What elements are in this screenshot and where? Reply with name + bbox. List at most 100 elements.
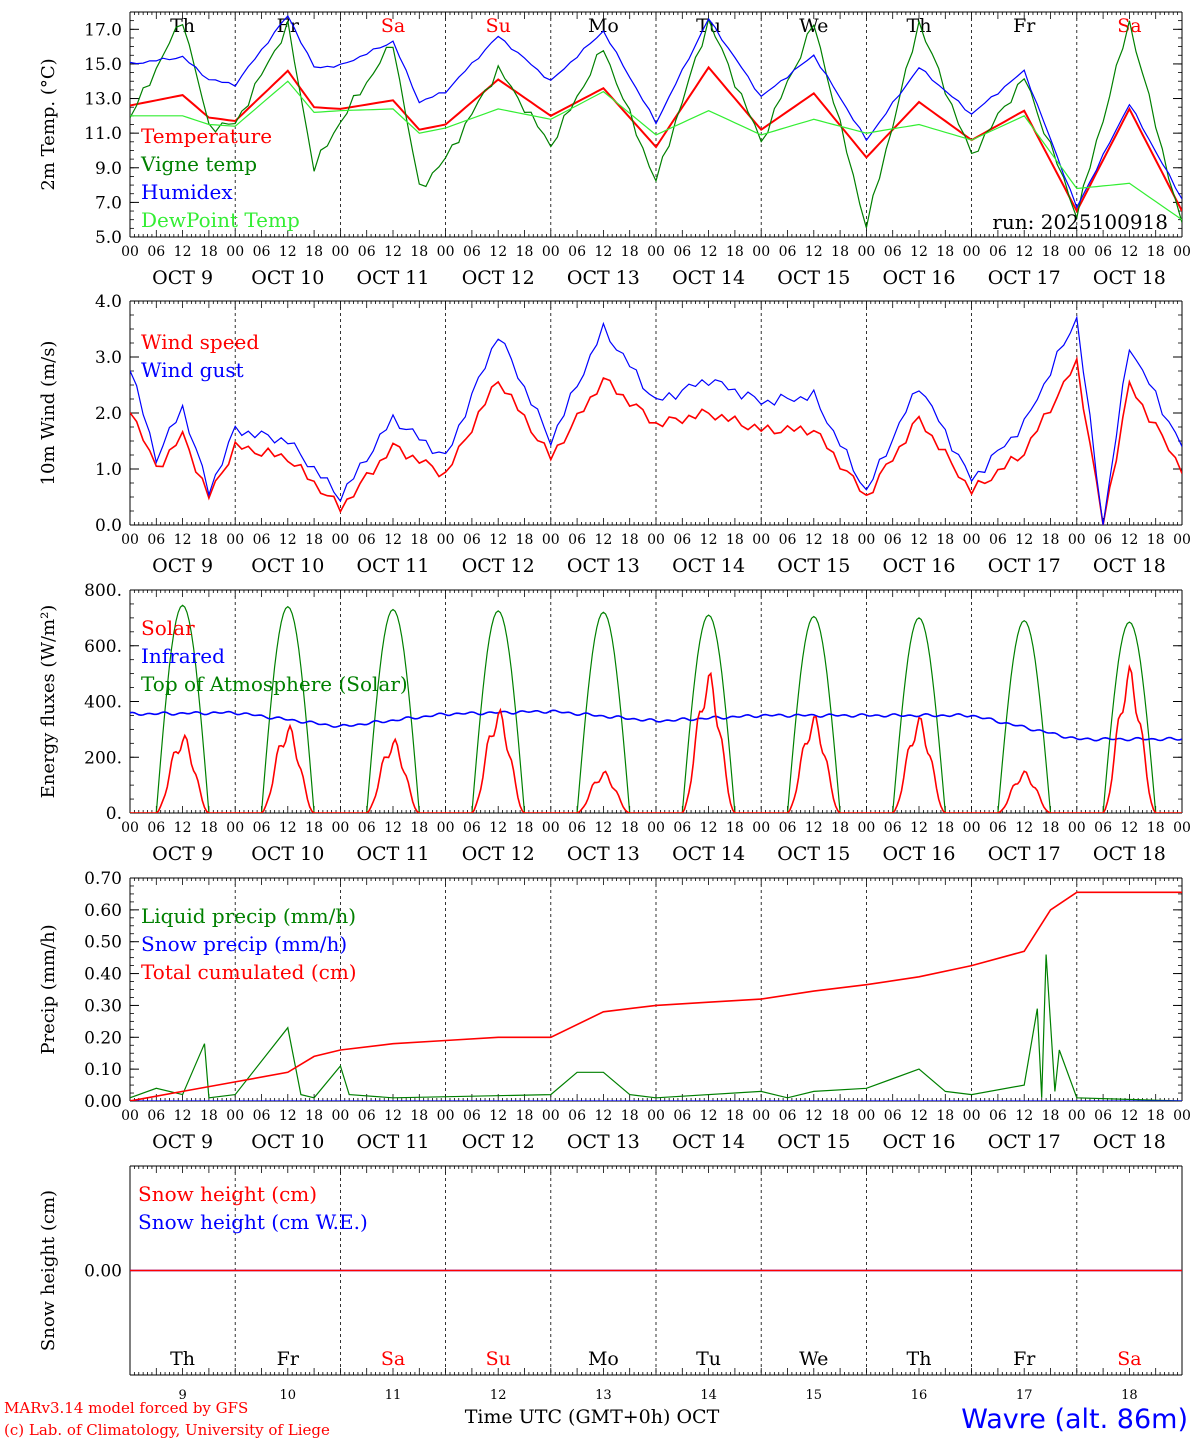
hour-tick-label: 12	[910, 532, 928, 548]
day-number-label: 17	[1016, 1388, 1033, 1403]
y-tick-label: 0.0	[95, 516, 122, 536]
hour-tick-label: 18	[936, 244, 954, 260]
day-number-label: 13	[595, 1388, 612, 1403]
y-tick-label: 17.0	[84, 20, 122, 40]
y-axis-label: Precip (mm/h)	[38, 924, 59, 1054]
y-tick-label: 13.0	[84, 90, 122, 110]
series-line-infrared	[130, 709, 1182, 742]
hour-tick-label: 12	[384, 244, 402, 260]
hour-tick-label: 06	[1094, 244, 1112, 260]
hour-tick-label: 12	[1120, 1108, 1138, 1124]
hour-tick-label: 18	[621, 244, 639, 260]
hour-tick-label: 00	[226, 244, 244, 260]
y-tick-label: 400.	[84, 693, 122, 713]
hour-tick-label: 06	[884, 532, 902, 548]
hour-tick-label: 18	[726, 532, 744, 548]
station-title: Wavre (alt. 86m)	[961, 1404, 1188, 1435]
hour-tick-label: 18	[1042, 244, 1060, 260]
panel-temp: 5.0 7.0 9.0 11.0 13.0 15.0 17.0 2m Temp. (°C) 00…	[38, 11, 1191, 289]
hour-tick-label: 00	[121, 820, 139, 836]
hour-tick-label: 18	[1147, 820, 1165, 836]
hour-tick-label: 00	[963, 820, 981, 836]
hour-tick-label: 06	[253, 1108, 271, 1124]
y-tick-label: 4.0	[95, 292, 122, 312]
series-group	[130, 604, 1182, 813]
hour-tick-label: 18	[516, 244, 534, 260]
hour-tick-label: 18	[1147, 1108, 1165, 1124]
hour-tick-label: 06	[884, 1108, 902, 1124]
date-label: OCT 17	[988, 555, 1061, 577]
date-label: OCT 12	[462, 555, 535, 577]
y-tick-label: 9.0	[95, 159, 122, 179]
series-line-temperature	[130, 65, 1182, 214]
hour-tick-label: 18	[516, 1108, 534, 1124]
hour-tick-label: 18	[516, 820, 534, 836]
date-label: OCT 9	[152, 843, 213, 865]
legend-entry: Wind speed	[141, 330, 259, 354]
date-label: OCT 11	[356, 555, 429, 577]
legend-entry: DewPoint Temp	[141, 208, 300, 232]
hour-tick-label: 00	[1173, 532, 1191, 548]
run-label: run: 2025100918	[992, 210, 1168, 234]
hour-tick-label: 00	[647, 820, 665, 836]
hour-tick-label: 00	[437, 244, 455, 260]
date-label: OCT 10	[251, 555, 324, 577]
hour-tick-label: 12	[279, 820, 297, 836]
legend-entry: Snow precip (mm/h)	[141, 932, 347, 956]
hour-tick-label: 00	[963, 1108, 981, 1124]
hour-tick-label: 12	[910, 820, 928, 836]
date-label: OCT 12	[462, 843, 535, 865]
weekday-label: Sa	[381, 1348, 405, 1370]
date-label: OCT 10	[251, 267, 324, 289]
hour-tick-label: 00	[752, 532, 770, 548]
day-number-label: 10	[280, 1388, 297, 1403]
hour-tick-label: 06	[358, 820, 376, 836]
hour-tick-label: 12	[805, 820, 823, 836]
weekday-label: Mo	[588, 1348, 619, 1370]
legend-entry: Temperature	[141, 124, 272, 148]
hour-tick-label: 06	[989, 532, 1007, 548]
hour-tick-label: 00	[331, 244, 349, 260]
hour-tick-label: 18	[200, 244, 218, 260]
date-label: OCT 15	[777, 555, 850, 577]
hour-tick-label: 12	[174, 820, 192, 836]
hour-tick-label: 06	[1094, 1108, 1112, 1124]
hour-tick-label: 06	[358, 1108, 376, 1124]
hour-tick-label: 12	[174, 1108, 192, 1124]
y-tick-label: 800.	[84, 581, 122, 601]
hour-tick-label: 12	[1015, 244, 1033, 260]
hour-tick-label: 06	[463, 820, 481, 836]
hour-tick-label: 00	[1068, 1108, 1086, 1124]
y-axis-label: 10m Wind (m/s)	[38, 341, 59, 486]
legend-entry: Solar	[141, 616, 195, 640]
y-tick-label: 0.60	[84, 901, 122, 921]
hour-tick-label: 12	[594, 532, 612, 548]
hour-tick-label: 00	[121, 244, 139, 260]
date-label: OCT 18	[1093, 1131, 1166, 1153]
hour-tick-label: 12	[384, 820, 402, 836]
hour-tick-label: 12	[1015, 532, 1033, 548]
y-tick-label: 0.00	[84, 1092, 122, 1112]
y-tick-label: 1.0	[95, 460, 122, 480]
hour-tick-label: 18	[305, 820, 323, 836]
series-line-dewpoint-temp	[130, 80, 1182, 221]
hour-tick-label: 06	[673, 820, 691, 836]
hour-tick-label: 06	[989, 1108, 1007, 1124]
hour-tick-label: 06	[1094, 532, 1112, 548]
legend-entry: Top of Atmosphere (Solar)	[141, 672, 408, 696]
hour-tick-label: 06	[568, 532, 586, 548]
hour-tick-label: 06	[884, 244, 902, 260]
hour-tick-label: 18	[726, 820, 744, 836]
hour-tick-label: 12	[1120, 820, 1138, 836]
date-label: OCT 13	[567, 555, 640, 577]
hour-tick-label: 18	[936, 532, 954, 548]
weekday-label: Sa	[381, 15, 405, 37]
hour-tick-label: 12	[1015, 1108, 1033, 1124]
panel-wind: 0.0 1.0 2.0 3.0 4.0 10m Wind (m/s) 00 06 12 18 OCT…	[38, 292, 1191, 577]
hour-tick-label: 12	[700, 244, 718, 260]
date-label: OCT 14	[672, 267, 745, 289]
date-label: OCT 13	[567, 267, 640, 289]
hour-tick-label: 12	[1015, 820, 1033, 836]
hour-tick-label: 18	[726, 1108, 744, 1124]
hour-tick-label: 00	[437, 1108, 455, 1124]
